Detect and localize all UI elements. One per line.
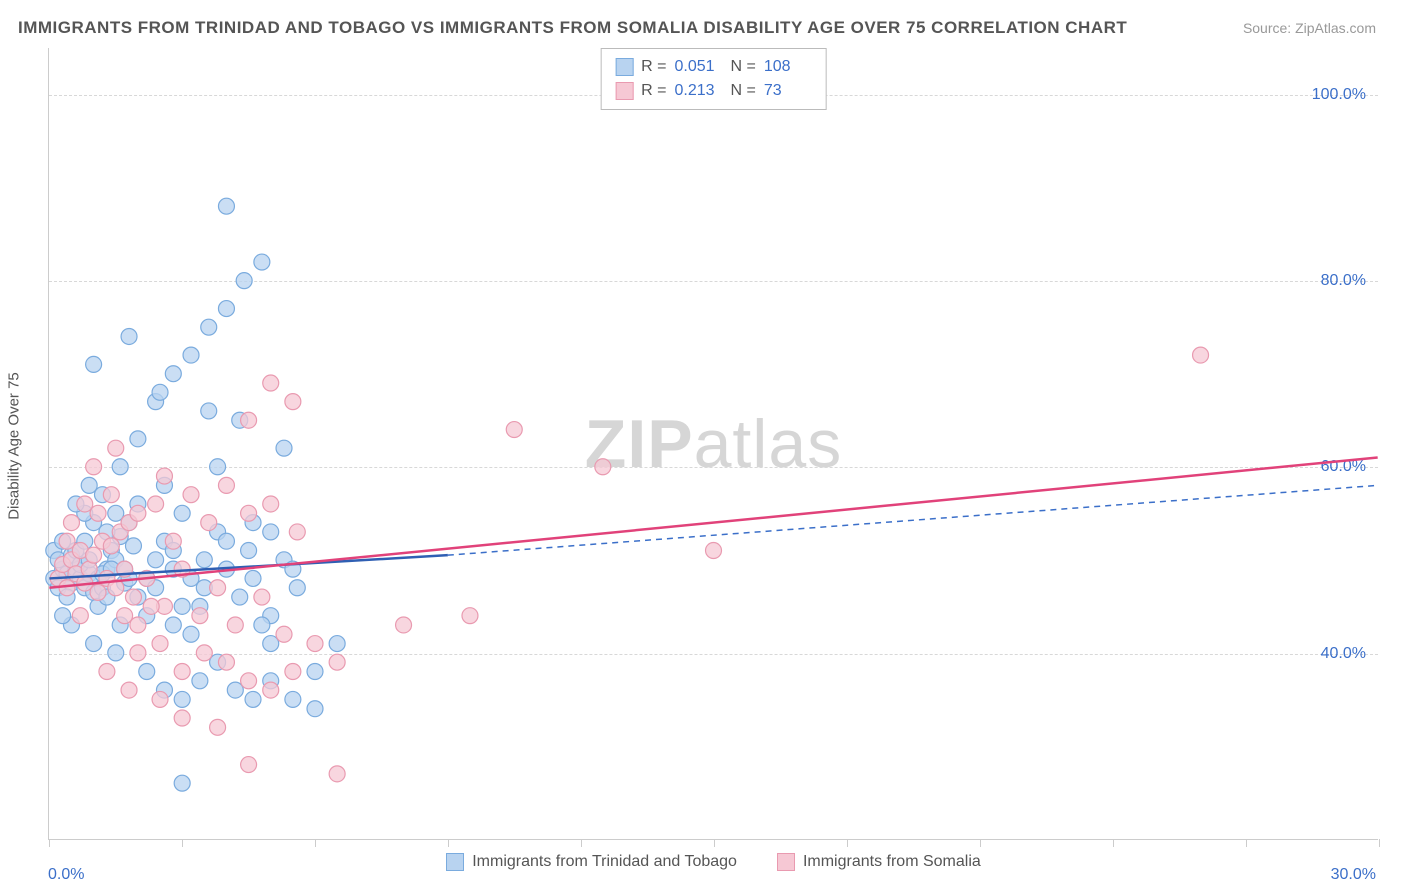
source-attribution: Source: ZipAtlas.com (1243, 20, 1376, 36)
r-value-somalia: 0.213 (675, 82, 723, 100)
y-axis-title: Disability Age Over 75 (6, 372, 23, 520)
legend-row-somalia: R = 0.213 N = 73 (615, 79, 812, 103)
x-axis-min-label: 0.0% (48, 866, 84, 884)
x-axis-max-label: 30.0% (1331, 866, 1376, 884)
r-value-trinidad: 0.051 (675, 58, 723, 76)
n-value-somalia: 73 (764, 82, 812, 100)
n-label: N = (731, 58, 756, 76)
legend-row-trinidad: R = 0.051 N = 108 (615, 55, 812, 79)
swatch-somalia (777, 853, 795, 871)
legend-item-trinidad: Immigrants from Trinidad and Tobago (446, 853, 737, 871)
swatch-trinidad (615, 58, 633, 76)
series-label-trinidad: Immigrants from Trinidad and Tobago (472, 853, 737, 871)
legend-item-somalia: Immigrants from Somalia (777, 853, 981, 871)
plot-area: ZIPatlas 40.0%60.0%80.0%100.0% R = 0.051… (48, 48, 1378, 840)
n-label: N = (731, 82, 756, 100)
r-label: R = (641, 82, 666, 100)
series-legend: Immigrants from Trinidad and Tobago Immi… (49, 853, 1378, 871)
swatch-somalia (615, 82, 633, 100)
chart-title: IMMIGRANTS FROM TRINIDAD AND TOBAGO VS I… (18, 18, 1127, 38)
r-label: R = (641, 58, 666, 76)
series-label-somalia: Immigrants from Somalia (803, 853, 981, 871)
swatch-trinidad (446, 853, 464, 871)
correlation-legend: R = 0.051 N = 108 R = 0.213 N = 73 (600, 48, 827, 110)
n-value-trinidad: 108 (764, 58, 812, 76)
trend-lines (49, 48, 1378, 839)
